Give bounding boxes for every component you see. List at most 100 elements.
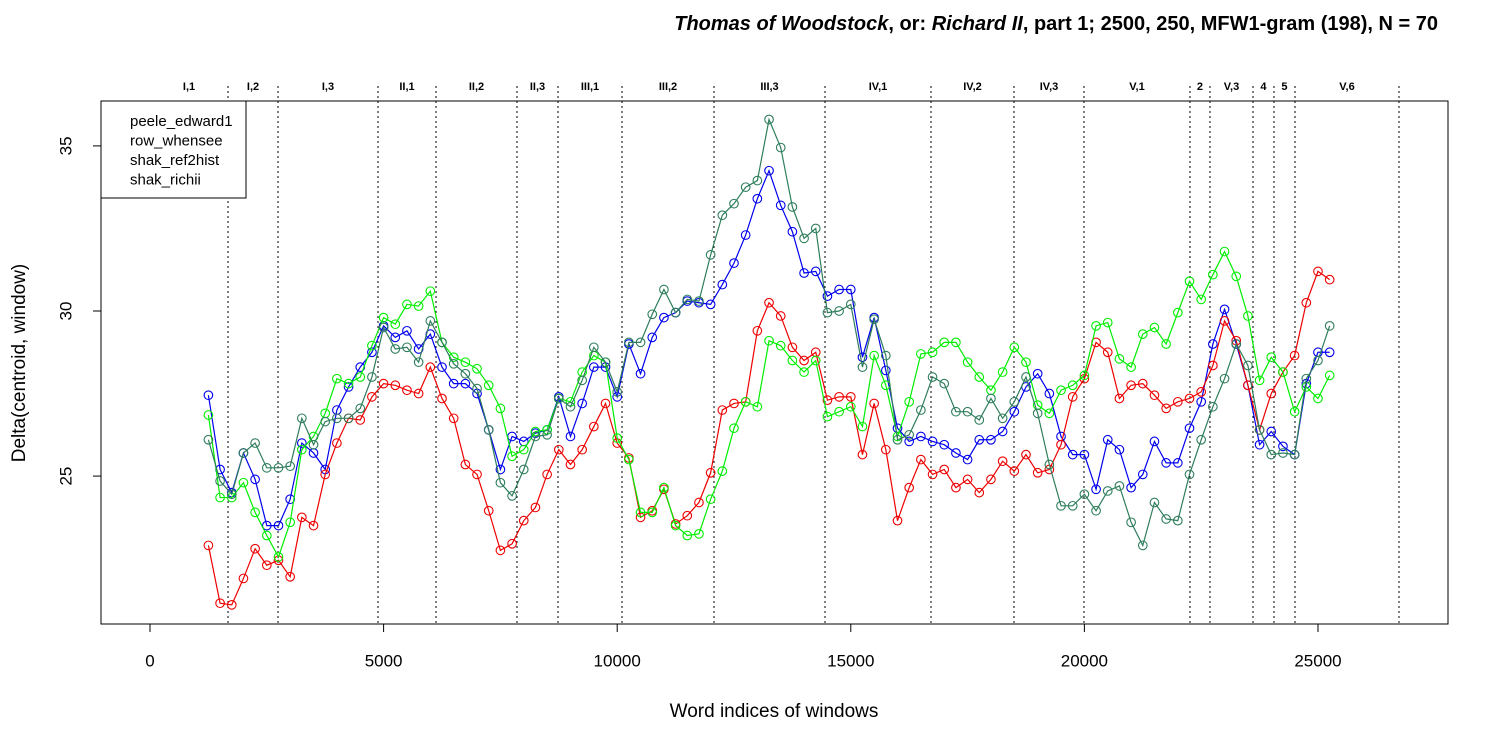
data-point (1266, 426, 1277, 437)
data-point (367, 347, 377, 358)
data-point (1091, 505, 1101, 516)
data-point (215, 598, 225, 609)
data-point (635, 512, 646, 523)
data-point (1114, 393, 1125, 404)
data-point (1149, 390, 1160, 401)
data-point (261, 462, 272, 473)
data-point (530, 431, 541, 442)
scene-label: II,2 (469, 81, 484, 93)
data-point (857, 362, 868, 372)
data-point (483, 425, 494, 435)
data-point (682, 510, 693, 521)
data-point (390, 319, 401, 330)
data-point (717, 405, 728, 415)
data-point (390, 344, 401, 354)
data-point (332, 373, 342, 384)
scene-label: IV,1 (869, 81, 888, 93)
data-point (1172, 307, 1183, 318)
data-point (845, 284, 856, 295)
data-point (542, 429, 552, 440)
data-point (1102, 486, 1113, 496)
data-point (1184, 393, 1195, 404)
data-point (518, 515, 529, 526)
legend-label: shak_richii (130, 171, 201, 188)
scene-label: III,3 (760, 81, 778, 93)
data-point (332, 438, 342, 448)
data-point (1254, 375, 1265, 386)
data-point (203, 410, 214, 420)
data-point (1079, 449, 1090, 460)
data-point (857, 421, 868, 432)
data-point (226, 489, 237, 500)
data-point (1219, 373, 1230, 384)
data-point (1126, 380, 1136, 391)
data-point (378, 312, 389, 323)
data-point (1289, 350, 1300, 361)
data-point (892, 434, 903, 445)
x-tick-label: 10000 (594, 651, 641, 670)
data-point (1231, 271, 1242, 282)
data-point (729, 398, 739, 409)
data-point (799, 367, 809, 377)
data-point (764, 114, 774, 125)
data-point (238, 573, 249, 584)
data-point (1278, 441, 1288, 452)
data-point (1044, 408, 1055, 419)
data-point (437, 393, 447, 404)
data-point (425, 286, 436, 297)
data-point (460, 368, 471, 379)
data-point (1009, 466, 1020, 476)
data-point (752, 193, 763, 204)
data-point (1056, 385, 1066, 396)
title-part: Richard II (932, 13, 1024, 35)
data-point (764, 165, 774, 176)
data-point (238, 477, 249, 488)
data-point (577, 398, 588, 409)
data-point (1032, 467, 1043, 478)
data-point (518, 444, 529, 455)
data-point (285, 461, 296, 472)
data-point (1243, 311, 1253, 321)
data-point (705, 299, 716, 310)
data-point (1102, 434, 1113, 445)
data-point (530, 426, 541, 437)
data-point (1278, 367, 1288, 377)
data-point (1114, 444, 1125, 455)
data-point (296, 444, 307, 455)
data-point (1044, 388, 1055, 399)
data-point (927, 372, 938, 382)
data-point (1009, 396, 1020, 407)
data-point (647, 309, 658, 320)
data-point (880, 350, 891, 361)
data-point (261, 520, 272, 531)
data-point (787, 342, 798, 353)
data-point (904, 436, 915, 447)
data-point (997, 413, 1008, 424)
data-point (1114, 354, 1125, 364)
data-point (1219, 246, 1230, 257)
data-point (460, 459, 471, 470)
data-point (904, 396, 915, 407)
series-line (207, 250, 1331, 559)
data-point (764, 335, 774, 346)
y-tick-label: 25 (56, 467, 75, 486)
data-point (845, 299, 856, 310)
data-point (437, 337, 447, 348)
data-point (1102, 347, 1113, 358)
data-point (1067, 391, 1078, 402)
data-point (1196, 434, 1207, 445)
data-point (425, 316, 436, 326)
data-point (787, 226, 798, 237)
data-point (822, 307, 833, 318)
data-point (951, 337, 961, 348)
data-point (1009, 406, 1020, 417)
data-point (1266, 352, 1277, 363)
data-point (308, 520, 319, 531)
data-point (869, 314, 880, 325)
data-point (1313, 393, 1323, 404)
data-point (647, 332, 658, 343)
data-point (810, 223, 821, 234)
data-point (1219, 304, 1230, 315)
data-point (1044, 459, 1055, 470)
